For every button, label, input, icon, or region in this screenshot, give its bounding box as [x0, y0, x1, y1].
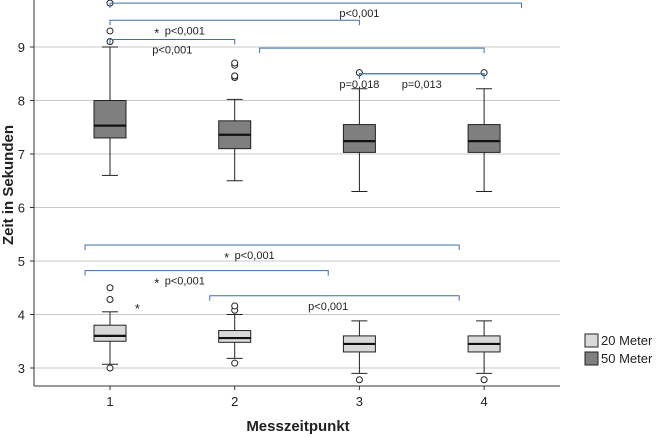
- y-tick-label: 9: [18, 40, 25, 55]
- bracket-line: [209, 295, 460, 301]
- bracket-line: [259, 47, 485, 54]
- legend: 20 Meter 50 Meter: [584, 333, 653, 366]
- y-tick-label: 7: [18, 147, 25, 162]
- comparison-bracket: p=0,018: [339, 73, 485, 91]
- p-value-label: p<0,001: [165, 276, 205, 288]
- outlier-point: [106, 364, 114, 372]
- y-tick-label: 8: [18, 94, 25, 109]
- box-50-meter-2: [218, 59, 252, 182]
- p-value-label: p=0,018: [339, 79, 379, 91]
- legend-label: 50 Meter: [601, 351, 653, 366]
- p-value-label: p<0,001: [235, 250, 275, 262]
- y-tick-label: 3: [18, 361, 25, 376]
- extreme-marker: *: [135, 301, 140, 316]
- significance-star: *: [154, 276, 159, 291]
- box-50-meter-3: [342, 69, 376, 192]
- bracket-line: [109, 39, 236, 45]
- outlier-point: [231, 302, 239, 310]
- y-tick-label: 4: [18, 308, 25, 323]
- bracket-line: [109, 19, 360, 26]
- box-20-meter-4: [467, 320, 501, 384]
- p-value-label: p<0,001: [165, 25, 205, 37]
- significance-brackets: p<0,001 p<0,001 * p<0,001 p=0,013 p=0,018 p<0,…: [84, 2, 523, 313]
- bracket-line: [109, 2, 523, 9]
- outlier-point: [106, 296, 114, 304]
- boxes: *: [93, 0, 501, 384]
- x-tick-label: 4: [480, 394, 487, 409]
- comparison-bracket: p<0,001 *: [84, 244, 460, 265]
- comparison-bracket: [259, 47, 485, 54]
- significance-star: *: [154, 25, 159, 40]
- p-value-label: p<0,001: [308, 301, 348, 313]
- y-axis-title: Zeit in Sekunden: [0, 125, 17, 245]
- outlier-point: [231, 59, 239, 67]
- x-tick-label: 2: [231, 394, 238, 409]
- outlier-point: [355, 376, 363, 384]
- x-tick-label: 3: [356, 394, 363, 409]
- axes: 3 4 5 6 7 8 9 1 2 3 4: [18, 0, 560, 409]
- legend-swatch: [584, 351, 599, 366]
- box-50-meter-1: [93, 0, 127, 176]
- y-tick-label: 5: [18, 254, 25, 269]
- iqr-box: [342, 124, 376, 153]
- outlier-point: [231, 359, 239, 367]
- comparison-bracket: p<0,001 *: [109, 19, 360, 40]
- y-tick-label: 6: [18, 201, 25, 216]
- box-50-meter-4: [467, 69, 501, 192]
- legend-swatch: [584, 333, 599, 348]
- p-value-label: p<0,001: [339, 8, 379, 20]
- x-axis-title: Messzeitpunkt: [246, 418, 349, 435]
- comparison-bracket: p<0,001: [209, 295, 460, 313]
- outlier-point: [480, 376, 488, 384]
- outlier-point: [231, 72, 239, 80]
- x-tick-label: 1: [106, 394, 113, 409]
- box-20-meter-3: [342, 320, 376, 384]
- bracket-line: [358, 73, 485, 79]
- comparison-bracket: p<0,001: [109, 2, 523, 20]
- p-value-label: p=0,013: [402, 79, 442, 91]
- legend-label: 20 Meter: [601, 333, 653, 348]
- iqr-box: [93, 324, 127, 342]
- bracket-line: [84, 270, 329, 276]
- bracket-line: [84, 244, 460, 250]
- box-20-meter-2: [218, 302, 252, 367]
- significance-star: *: [224, 250, 229, 265]
- iqr-box: [218, 330, 252, 343]
- comparison-bracket: p<0,001: [109, 39, 236, 57]
- box-20-meter-1: [93, 284, 127, 372]
- grid-lines: [34, 46, 560, 369]
- iqr-box: [467, 124, 501, 153]
- comparison-bracket: p<0,001 *: [84, 270, 329, 291]
- p-value-label: p<0,001: [152, 45, 192, 57]
- outlier-point: [106, 27, 114, 35]
- iqr-box: [93, 100, 127, 139]
- outlier-point: [106, 284, 114, 292]
